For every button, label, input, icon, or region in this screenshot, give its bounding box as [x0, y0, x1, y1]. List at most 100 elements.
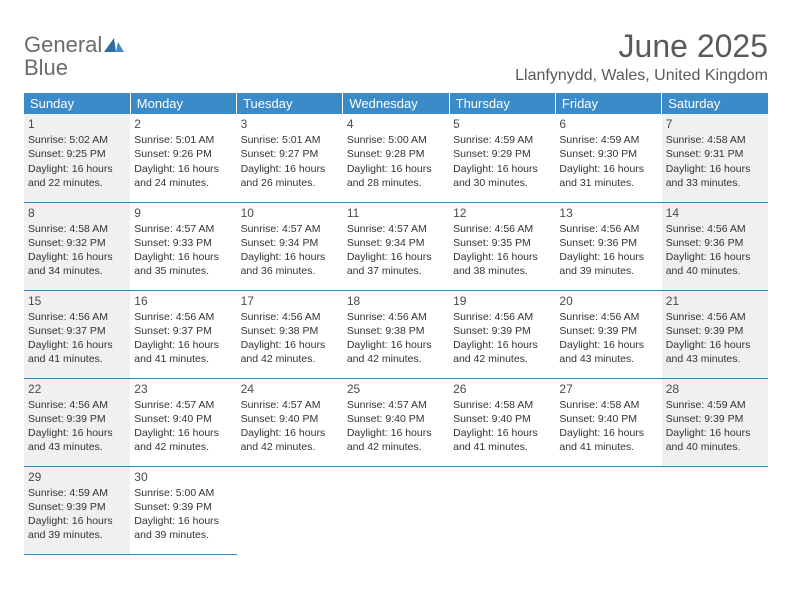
daylight-line: Daylight: 16 hours and 35 minutes.	[134, 250, 232, 278]
weekday-header: Friday	[555, 93, 661, 114]
daylight-line: Daylight: 16 hours and 42 minutes.	[134, 426, 232, 454]
title-block: June 2025 Llanfynydd, Wales, United King…	[515, 28, 768, 85]
sunrise-line: Sunrise: 4:59 AM	[28, 486, 126, 500]
daylight-line: Daylight: 16 hours and 42 minutes.	[241, 338, 339, 366]
day-cell: 20Sunrise: 4:56 AMSunset: 9:39 PMDayligh…	[555, 290, 661, 378]
day-cell-empty	[343, 466, 449, 554]
daylight-line: Daylight: 16 hours and 38 minutes.	[453, 250, 551, 278]
day-cell-empty	[449, 466, 555, 554]
sunrise-line: Sunrise: 4:58 AM	[453, 398, 551, 412]
header: General Blue June 2025 Llanfynydd, Wales…	[24, 28, 768, 85]
sunset-line: Sunset: 9:36 PM	[559, 236, 657, 250]
sunrise-line: Sunrise: 4:59 AM	[559, 133, 657, 147]
day-number: 28	[666, 381, 764, 397]
sunrise-line: Sunrise: 4:57 AM	[241, 398, 339, 412]
day-number: 2	[134, 116, 232, 132]
sunset-line: Sunset: 9:27 PM	[241, 147, 339, 161]
day-cell: 13Sunrise: 4:56 AMSunset: 9:36 PMDayligh…	[555, 202, 661, 290]
day-cell: 23Sunrise: 4:57 AMSunset: 9:40 PMDayligh…	[130, 378, 236, 466]
day-cell: 9Sunrise: 4:57 AMSunset: 9:33 PMDaylight…	[130, 202, 236, 290]
day-cell: 7Sunrise: 4:58 AMSunset: 9:31 PMDaylight…	[662, 114, 768, 202]
daylight-line: Daylight: 16 hours and 40 minutes.	[666, 426, 764, 454]
daylight-line: Daylight: 16 hours and 28 minutes.	[347, 162, 445, 190]
calendar-week-row: 8Sunrise: 4:58 AMSunset: 9:32 PMDaylight…	[24, 202, 768, 290]
weekday-header: Sunday	[24, 93, 130, 114]
day-cell-empty	[662, 466, 768, 554]
day-number: 7	[666, 116, 764, 132]
day-number: 30	[134, 469, 232, 485]
sunrise-line: Sunrise: 4:59 AM	[666, 398, 764, 412]
sunrise-line: Sunrise: 4:56 AM	[559, 222, 657, 236]
sunrise-line: Sunrise: 4:56 AM	[347, 310, 445, 324]
sunset-line: Sunset: 9:40 PM	[241, 412, 339, 426]
day-cell: 30Sunrise: 5:00 AMSunset: 9:39 PMDayligh…	[130, 466, 236, 554]
calendar-body: 1Sunrise: 5:02 AMSunset: 9:25 PMDaylight…	[24, 114, 768, 554]
sunset-line: Sunset: 9:38 PM	[347, 324, 445, 338]
sunset-line: Sunset: 9:39 PM	[453, 324, 551, 338]
day-number: 21	[666, 293, 764, 309]
day-cell: 16Sunrise: 4:56 AMSunset: 9:37 PMDayligh…	[130, 290, 236, 378]
sunrise-line: Sunrise: 4:56 AM	[666, 222, 764, 236]
sunrise-line: Sunrise: 4:57 AM	[134, 398, 232, 412]
sunset-line: Sunset: 9:35 PM	[453, 236, 551, 250]
day-cell: 21Sunrise: 4:56 AMSunset: 9:39 PMDayligh…	[662, 290, 768, 378]
day-cell: 22Sunrise: 4:56 AMSunset: 9:39 PMDayligh…	[24, 378, 130, 466]
daylight-line: Daylight: 16 hours and 40 minutes.	[666, 250, 764, 278]
day-number: 6	[559, 116, 657, 132]
sunrise-line: Sunrise: 4:58 AM	[666, 133, 764, 147]
daylight-line: Daylight: 16 hours and 42 minutes.	[347, 426, 445, 454]
day-cell: 18Sunrise: 4:56 AMSunset: 9:38 PMDayligh…	[343, 290, 449, 378]
sunrise-line: Sunrise: 5:01 AM	[134, 133, 232, 147]
day-cell: 26Sunrise: 4:58 AMSunset: 9:40 PMDayligh…	[449, 378, 555, 466]
daylight-line: Daylight: 16 hours and 39 minutes.	[134, 514, 232, 542]
day-number: 1	[28, 116, 126, 132]
calendar-table: Sunday Monday Tuesday Wednesday Thursday…	[24, 93, 768, 555]
day-cell-empty	[555, 466, 661, 554]
daylight-line: Daylight: 16 hours and 42 minutes.	[347, 338, 445, 366]
sunset-line: Sunset: 9:26 PM	[134, 147, 232, 161]
day-cell: 17Sunrise: 4:56 AMSunset: 9:38 PMDayligh…	[237, 290, 343, 378]
month-title: June 2025	[515, 28, 768, 65]
sunrise-line: Sunrise: 4:57 AM	[134, 222, 232, 236]
sunrise-line: Sunrise: 4:56 AM	[28, 398, 126, 412]
day-cell: 25Sunrise: 4:57 AMSunset: 9:40 PMDayligh…	[343, 378, 449, 466]
day-number: 24	[241, 381, 339, 397]
day-cell-empty	[237, 466, 343, 554]
day-number: 29	[28, 469, 126, 485]
sunrise-line: Sunrise: 4:56 AM	[134, 310, 232, 324]
sunset-line: Sunset: 9:39 PM	[666, 412, 764, 426]
sunset-line: Sunset: 9:36 PM	[666, 236, 764, 250]
sunset-line: Sunset: 9:37 PM	[134, 324, 232, 338]
sunrise-line: Sunrise: 4:59 AM	[453, 133, 551, 147]
calendar-page: General Blue June 2025 Llanfynydd, Wales…	[0, 0, 792, 555]
sunset-line: Sunset: 9:39 PM	[28, 412, 126, 426]
logo-mark-icon	[104, 36, 124, 57]
day-number: 18	[347, 293, 445, 309]
daylight-line: Daylight: 16 hours and 30 minutes.	[453, 162, 551, 190]
daylight-line: Daylight: 16 hours and 37 minutes.	[347, 250, 445, 278]
sunrise-line: Sunrise: 4:56 AM	[666, 310, 764, 324]
daylight-line: Daylight: 16 hours and 33 minutes.	[666, 162, 764, 190]
sunrise-line: Sunrise: 4:58 AM	[559, 398, 657, 412]
daylight-line: Daylight: 16 hours and 26 minutes.	[241, 162, 339, 190]
calendar-week-row: 15Sunrise: 4:56 AMSunset: 9:37 PMDayligh…	[24, 290, 768, 378]
sunrise-line: Sunrise: 4:56 AM	[559, 310, 657, 324]
day-cell: 1Sunrise: 5:02 AMSunset: 9:25 PMDaylight…	[24, 114, 130, 202]
day-cell: 8Sunrise: 4:58 AMSunset: 9:32 PMDaylight…	[24, 202, 130, 290]
daylight-line: Daylight: 16 hours and 36 minutes.	[241, 250, 339, 278]
day-cell: 3Sunrise: 5:01 AMSunset: 9:27 PMDaylight…	[237, 114, 343, 202]
weekday-header: Saturday	[662, 93, 768, 114]
sunrise-line: Sunrise: 4:57 AM	[241, 222, 339, 236]
day-number: 15	[28, 293, 126, 309]
weekday-header: Tuesday	[237, 93, 343, 114]
sunrise-line: Sunrise: 5:01 AM	[241, 133, 339, 147]
day-cell: 4Sunrise: 5:00 AMSunset: 9:28 PMDaylight…	[343, 114, 449, 202]
sunset-line: Sunset: 9:39 PM	[666, 324, 764, 338]
sunrise-line: Sunrise: 4:56 AM	[453, 222, 551, 236]
day-number: 8	[28, 205, 126, 221]
sunset-line: Sunset: 9:38 PM	[241, 324, 339, 338]
day-number: 10	[241, 205, 339, 221]
sunrise-line: Sunrise: 4:56 AM	[241, 310, 339, 324]
calendar-week-row: 22Sunrise: 4:56 AMSunset: 9:39 PMDayligh…	[24, 378, 768, 466]
day-number: 20	[559, 293, 657, 309]
